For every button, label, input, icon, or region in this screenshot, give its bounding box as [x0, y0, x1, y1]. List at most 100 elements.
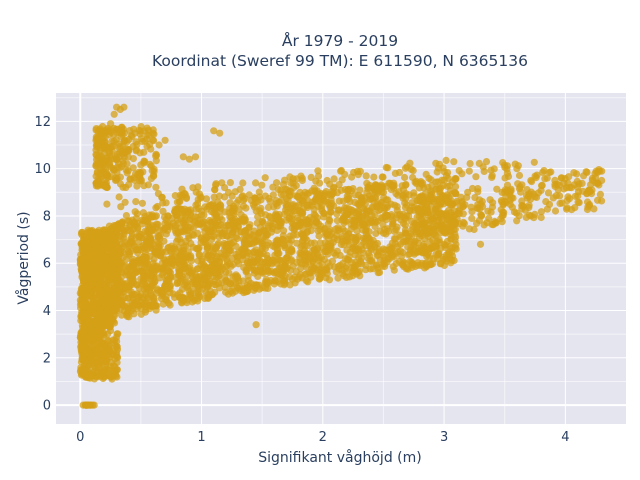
data-point — [266, 197, 274, 205]
data-point — [115, 193, 123, 201]
data-point — [440, 253, 448, 262]
data-point — [105, 148, 113, 156]
data-point — [369, 265, 377, 273]
data-point — [192, 201, 200, 209]
data-point — [413, 197, 421, 205]
data-point — [124, 283, 132, 291]
data-point — [204, 294, 212, 302]
data-point — [367, 246, 375, 254]
data-point — [87, 325, 95, 333]
data-point — [97, 142, 105, 150]
data-point — [430, 217, 438, 225]
data-point — [273, 179, 281, 187]
data-point — [87, 281, 96, 289]
data-point — [225, 269, 233, 277]
data-point — [468, 184, 477, 193]
data-point — [436, 260, 444, 268]
data-point — [135, 238, 143, 246]
data-point — [202, 195, 211, 203]
data-point — [379, 220, 387, 228]
data-point — [531, 172, 539, 180]
data-point — [183, 284, 191, 292]
data-point — [78, 228, 86, 237]
data-point — [99, 133, 107, 141]
data-point — [173, 237, 181, 246]
data-point — [555, 181, 563, 189]
data-point — [488, 173, 496, 181]
data-point — [291, 279, 299, 287]
data-point — [226, 179, 234, 187]
data-point — [404, 243, 412, 251]
data-point — [229, 260, 237, 268]
data-point — [192, 245, 201, 253]
data-point — [137, 275, 145, 283]
data-point — [114, 160, 123, 168]
data-point — [402, 265, 410, 273]
data-point — [186, 216, 194, 224]
data-point — [478, 211, 486, 220]
data-point — [551, 207, 560, 215]
data-point — [80, 351, 88, 359]
data-point — [382, 163, 390, 172]
data-point — [237, 246, 245, 254]
data-point — [417, 215, 425, 223]
data-point — [558, 174, 566, 182]
data-point — [448, 256, 456, 264]
data-point — [98, 156, 107, 165]
data-point — [272, 200, 280, 208]
data-point — [236, 286, 244, 294]
data-point — [507, 185, 515, 193]
data-point — [322, 248, 330, 256]
data-point — [369, 189, 377, 197]
data-point — [154, 221, 162, 229]
data-point — [292, 182, 300, 190]
data-point — [91, 239, 99, 247]
data-point — [100, 348, 108, 356]
data-point — [251, 238, 259, 246]
data-point — [277, 222, 285, 230]
data-point — [296, 258, 304, 266]
data-point — [342, 264, 350, 272]
data-point — [519, 202, 527, 210]
data-point — [108, 257, 116, 265]
data-point — [390, 179, 398, 187]
data-point — [301, 251, 309, 259]
data-point — [102, 310, 110, 319]
data-point — [340, 215, 348, 223]
data-point — [252, 179, 260, 187]
data-point — [321, 189, 329, 198]
data-point — [287, 188, 295, 196]
data-point — [451, 175, 459, 183]
data-point — [203, 205, 211, 213]
data-point — [209, 250, 218, 258]
data-point — [400, 191, 408, 199]
data-point — [426, 197, 434, 205]
data-point — [514, 180, 522, 188]
data-point — [99, 237, 107, 245]
data-point — [93, 315, 101, 323]
data-point — [98, 325, 106, 333]
data-point — [442, 172, 451, 180]
data-point — [132, 138, 140, 146]
data-point — [326, 180, 334, 188]
data-point — [482, 158, 491, 166]
data-point — [141, 217, 149, 225]
data-point — [261, 174, 269, 182]
y-tick-label: 6 — [43, 257, 51, 272]
data-point — [517, 188, 525, 196]
data-point — [123, 160, 131, 168]
data-point — [309, 246, 317, 254]
data-point — [264, 224, 272, 232]
data-point — [458, 199, 466, 207]
data-point — [374, 269, 382, 277]
data-point — [140, 157, 148, 165]
data-point — [301, 234, 309, 242]
data-point — [258, 181, 266, 189]
data-point — [244, 240, 252, 248]
data-point — [238, 193, 246, 201]
data-point — [463, 193, 471, 201]
data-point — [210, 127, 218, 135]
data-point — [175, 208, 183, 216]
data-point — [233, 199, 241, 207]
data-point — [162, 199, 170, 207]
